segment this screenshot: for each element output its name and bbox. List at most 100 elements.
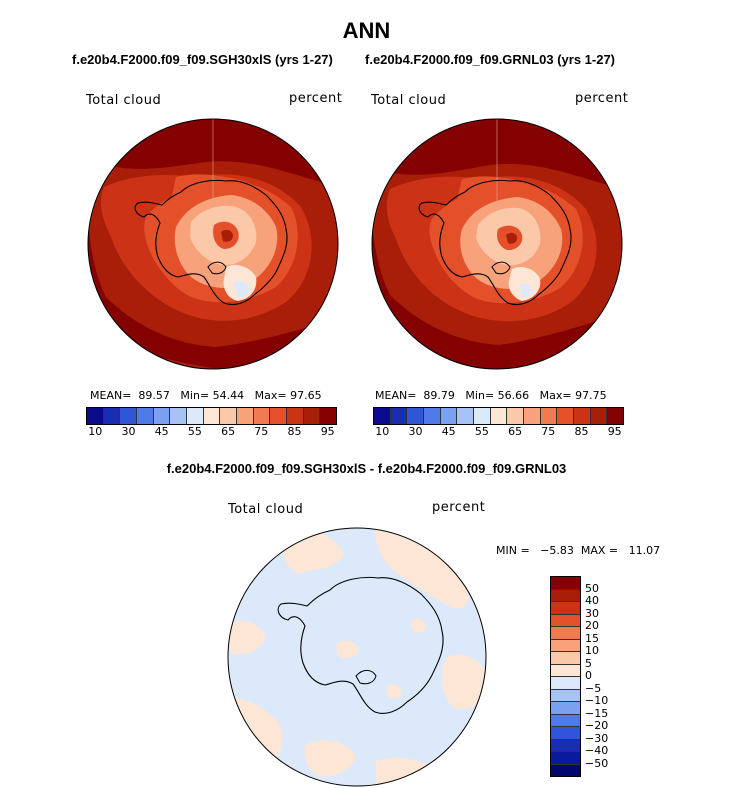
diff-colorbar-tick-label: −30 — [585, 731, 609, 745]
panel-1-colorbar-tick-label: 55 — [187, 425, 202, 438]
panel-2-colorbar-cell — [557, 408, 575, 424]
panel-2-colorbar-cell — [590, 408, 608, 424]
diff-colorbar-tick-label: 15 — [585, 631, 599, 645]
diff-colorbar-tick-label: −15 — [585, 706, 609, 720]
panel-2-mean-value: 89.79 — [423, 389, 455, 402]
panel-1-colorbar-cell — [237, 408, 254, 424]
panel-1-colorbar-cell — [220, 408, 238, 424]
diff-panel-units: percent — [432, 500, 486, 515]
panel-1-colorbar — [86, 407, 337, 425]
panel-2-max-label: Max= — [539, 389, 572, 402]
diff-colorbar-tick-label: −10 — [585, 694, 609, 707]
panel-2-min-value: 56.66 — [497, 389, 530, 402]
panel-2-stats: MEAN= 89.79 Min= 56.66 Max= 97.75 — [375, 389, 607, 402]
panel-1-colorbar-tick-label: 45 — [154, 425, 169, 438]
panel-1-min-value: 54.44 — [212, 389, 245, 402]
panel-2-colorbar — [373, 407, 624, 425]
diff-colorbar-cell — [551, 664, 580, 677]
diff-colorbar-cell — [551, 577, 580, 590]
figure-title: ANN — [342, 18, 391, 43]
diff-colorbar-cell — [551, 677, 580, 690]
diff-colorbar-tick-label: 40 — [585, 594, 599, 607]
panel-1-colorbar-cell — [120, 408, 138, 424]
diff-colorbar-cell — [551, 614, 580, 627]
panel-1-units: percent — [289, 91, 343, 106]
diff-colorbar-tick-label: 50 — [585, 581, 599, 595]
diff-colorbar-ticks: 50 40 30 20 15 10 5 0 −5 −10 −15 −20 −30 −40 −50 — [585, 576, 625, 776]
panel-1-colorbar-cell — [170, 408, 188, 424]
diff-colorbar-cell — [551, 652, 580, 665]
panel-2-variable: Total cloud — [371, 93, 447, 108]
panel-1-colorbar-tick-label: 75 — [254, 425, 269, 438]
diff-colorbar-tick-label: −40 — [585, 744, 609, 757]
diff-colorbar-cell — [551, 589, 580, 602]
panel-1-stats: MEAN= 89.57 Min= 54.44 Max= 97.65 — [90, 389, 322, 402]
diff-colorbar-tick-label: −50 — [585, 756, 609, 770]
panel-1-colorbar-cell — [287, 408, 304, 424]
diff-colorbar-cell — [551, 702, 580, 715]
diff-colorbar-cell — [551, 727, 580, 740]
panel-1-colorbar-tick-label: 95 — [320, 425, 335, 438]
panel-1-colorbar-cell — [187, 408, 204, 424]
panel-2-colorbar-cell — [474, 408, 491, 424]
panel-1-colorbar-tick-label: 10 — [88, 425, 103, 438]
diff-panel-subtitle: f.e20b4.F2000.f09_f09.SGH30xlS - f.e20b4… — [166, 461, 567, 476]
panel-2-polar-map — [371, 118, 623, 370]
diff-colorbar-tick-label: 0 — [585, 669, 592, 682]
diff-colorbar-cell — [551, 714, 580, 727]
panel-2-colorbar-cell — [540, 408, 558, 424]
panel-2-colorbar-cell — [490, 408, 508, 424]
diff-colorbar-cell — [551, 627, 580, 640]
panel-1-variable: Total cloud — [86, 93, 162, 108]
panel-2-colorbar-tick-label: 10 — [375, 425, 390, 438]
panel-1-colorbar-cell — [87, 408, 104, 424]
panel-2-colorbar-cell — [457, 408, 475, 424]
panel-1-subtitle: f.e20b4.F2000.f09_f09.SGH30xlS (yrs 1-27… — [72, 52, 333, 67]
panel-1-colorbar-cell — [137, 408, 154, 424]
diff-colorbar-cell — [551, 752, 580, 765]
panel-1-colorbar-cell — [203, 408, 221, 424]
diff-panel-polar-map — [227, 527, 487, 787]
panel-1-min-label: Min= — [180, 389, 210, 402]
panel-2-colorbar-cell — [607, 408, 624, 424]
panel-2-colorbar-tick-label: 55 — [474, 425, 489, 438]
panel-1-colorbar-tick-label: 30 — [121, 425, 136, 438]
panel-2-colorbar-ticks: 10 30 45 55 65 75 85 95 — [373, 425, 622, 439]
diff-colorbar-tick-label: 10 — [585, 644, 599, 657]
panel-1-mean-label: MEAN= — [90, 389, 132, 402]
panel-2-mean-label: MEAN= — [375, 389, 417, 402]
panel-1-colorbar-cell — [253, 408, 271, 424]
diff-colorbar-cell — [551, 602, 580, 615]
diff-colorbar-cell — [551, 739, 580, 752]
panel-2-colorbar-cell — [407, 408, 425, 424]
panel-2-colorbar-tick-label: 65 — [508, 425, 523, 438]
panel-1-mean-value: 89.57 — [138, 389, 170, 402]
panel-1-colorbar-cell — [320, 408, 337, 424]
panel-1-colorbar-cell — [103, 408, 121, 424]
diff-colorbar-tick-label: −20 — [585, 719, 609, 732]
diff-colorbar-cell — [551, 764, 580, 776]
diff-colorbar-cell — [551, 689, 580, 702]
diff-colorbar-tick-label: −5 — [585, 681, 602, 695]
panel-2-colorbar-cell — [524, 408, 541, 424]
panel-2-colorbar-tick-label: 85 — [574, 425, 589, 438]
panel-1-max-label: Max= — [254, 389, 287, 402]
diff-colorbar-tick-label: 5 — [585, 656, 592, 670]
diff-panel-minmax: MIN = −5.83 MAX = 11.07 — [496, 544, 661, 557]
panel-1-colorbar-cell — [270, 408, 288, 424]
panel-2-min-label: Min= — [465, 389, 495, 402]
panel-1-colorbar-ticks: 10 30 45 55 65 75 85 95 — [86, 425, 335, 439]
panel-2-colorbar-tick-label: 95 — [607, 425, 622, 438]
panel-1-max-value: 97.65 — [290, 389, 322, 402]
panel-1-colorbar-tick-label: 65 — [221, 425, 236, 438]
panel-2-units: percent — [575, 91, 629, 106]
panel-1-colorbar-tick-label: 85 — [287, 425, 302, 438]
diff-colorbar — [550, 576, 581, 777]
panel-1-colorbar-cell — [153, 408, 171, 424]
panel-2-colorbar-cell — [507, 408, 525, 424]
panel-2-colorbar-tick-label: 30 — [408, 425, 423, 438]
diff-colorbar-cell — [551, 639, 580, 652]
panel-2-max-value: 97.75 — [575, 389, 607, 402]
panel-2-colorbar-cell — [374, 408, 391, 424]
panel-2-subtitle: f.e20b4.F2000.f09_f09.GRNL03 (yrs 1-27) — [365, 52, 616, 67]
